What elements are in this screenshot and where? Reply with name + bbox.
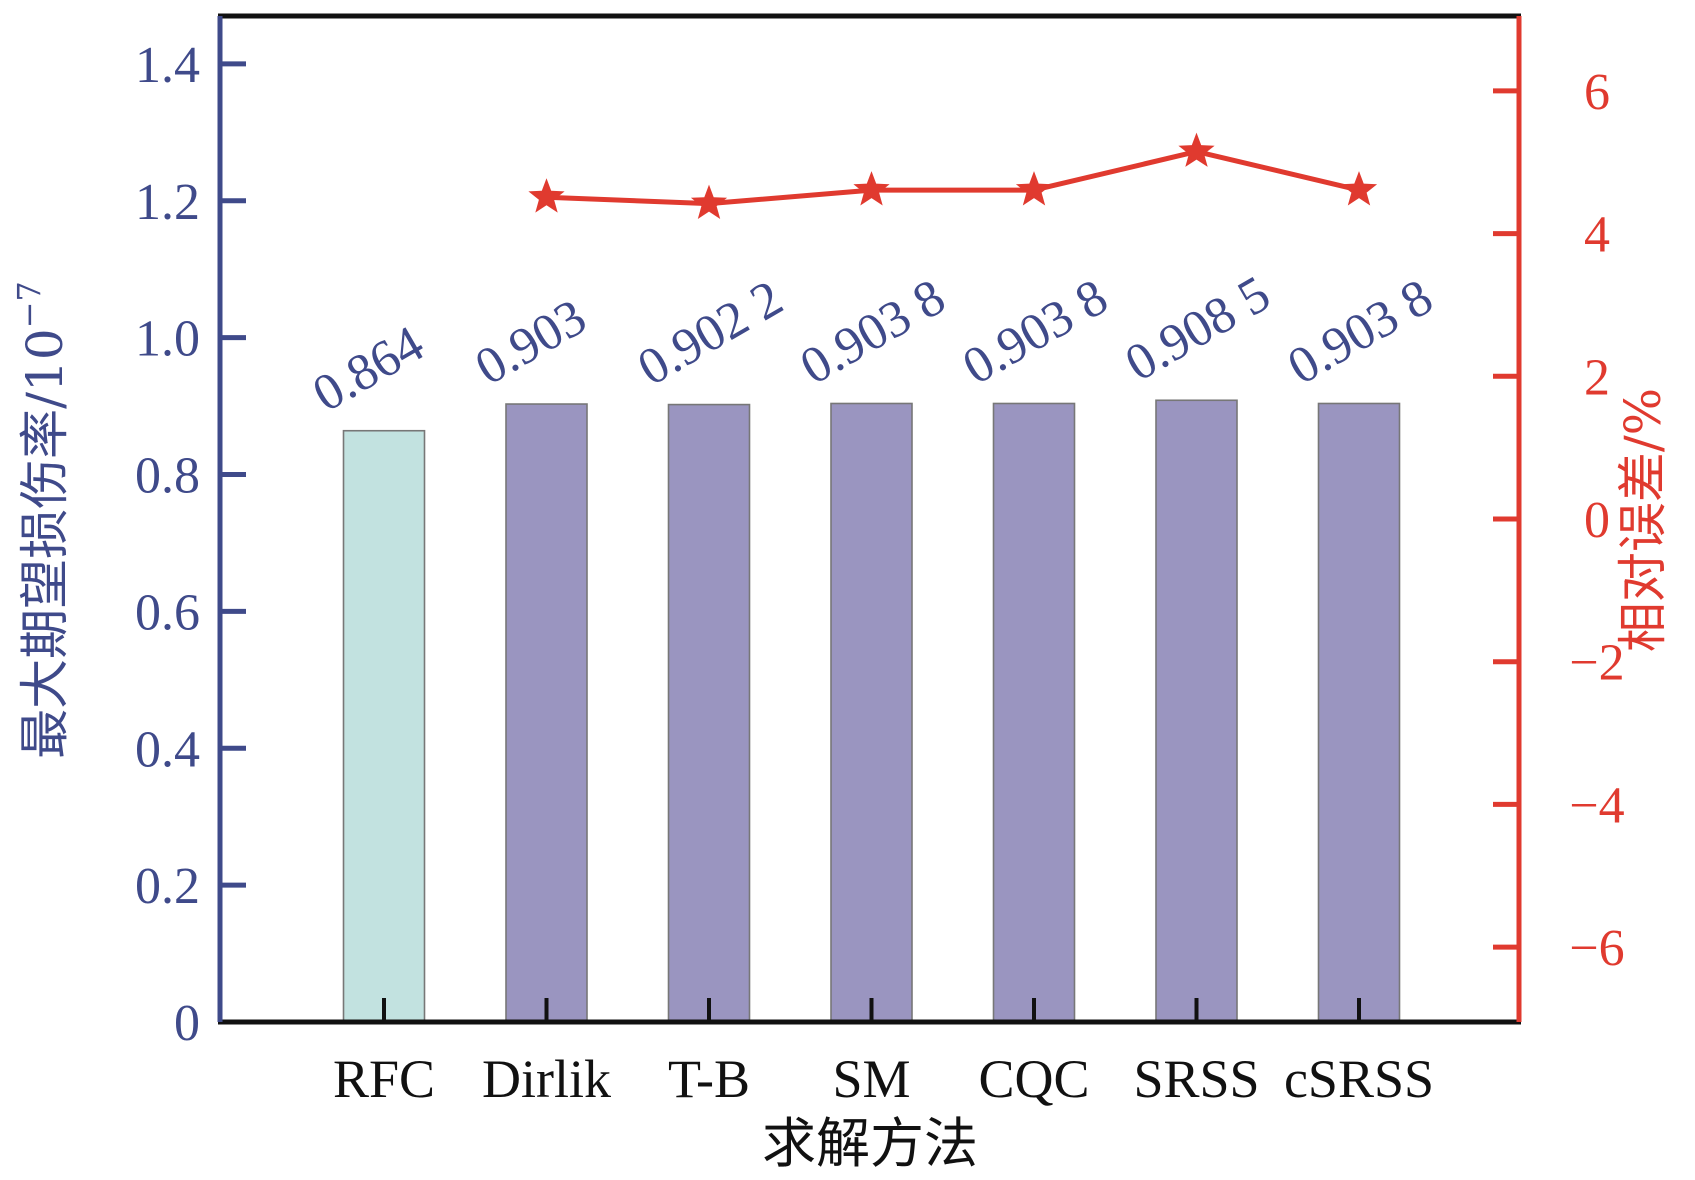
y-right-tick-label: 4 xyxy=(1584,207,1610,264)
data-label-t-b: 0.902 2 xyxy=(629,270,793,397)
x-tick-label-csrss: cSRSS xyxy=(1284,1049,1434,1109)
star-marker-t-b xyxy=(690,184,728,219)
y-right-tick-label: 0 xyxy=(1584,492,1610,549)
y-left-tick-label: 1.0 xyxy=(135,311,200,368)
relative-error-layer xyxy=(528,132,1378,219)
star-marker-dirlik xyxy=(528,178,565,213)
data-label-sm: 0.903 8 xyxy=(791,269,955,396)
data-label-csrss: 0.903 8 xyxy=(1279,269,1443,396)
y-right-tick-label: −2 xyxy=(1569,635,1624,692)
bar-dirlik xyxy=(505,403,588,1023)
y-right-tick-label: 6 xyxy=(1584,64,1610,121)
y-right-tick-label: 2 xyxy=(1584,349,1610,406)
bar-csrss xyxy=(1317,402,1401,1023)
bar-sm xyxy=(830,402,913,1023)
bar-srss xyxy=(1155,399,1238,1023)
y-left-tick-label: 1.2 xyxy=(135,174,200,231)
y-left-tick-label: 0.6 xyxy=(135,584,200,641)
y-left-tick-label: 0.8 xyxy=(135,448,200,505)
star-marker-srss xyxy=(1178,132,1215,167)
y-axis-left-title-text: 最大期望损伤率/10 xyxy=(16,328,74,758)
data-label-cqc: 0.903 8 xyxy=(954,269,1118,396)
x-tick-label-rfc: RFC xyxy=(333,1049,435,1109)
bar-rfc xyxy=(342,429,426,1023)
y-axis-right-title: 相对误差/% xyxy=(1614,388,1672,652)
ticks-layer: 0 0.2 0.4 0.6 0.8 1.0 1.2 1.4 −6 −4 −2 0 2 4 6 RFC Dirli… xyxy=(135,37,1625,1109)
axes-layer xyxy=(217,13,1522,1025)
data-labels-layer: 0.864 0.903 0.902 20.903 80.903 80.908 50.… xyxy=(304,265,1443,423)
bars-layer xyxy=(342,399,1401,1023)
y-left-tick-label: 1.4 xyxy=(135,37,200,94)
y-right-tick-label: −6 xyxy=(1569,920,1624,977)
y-axis-left-title-exponent: −7 xyxy=(10,281,48,328)
x-tick-label-sm: SM xyxy=(832,1049,910,1109)
y-left-tick-label: 0.4 xyxy=(135,721,200,778)
y-left-tick-label: 0.2 xyxy=(135,858,200,915)
y-right-tick-label: −4 xyxy=(1569,777,1624,834)
x-axis-title: 求解方法 xyxy=(762,1112,978,1175)
star-marker-csrss xyxy=(1340,171,1378,206)
bar-cqc xyxy=(992,402,1076,1023)
data-label-rfc: 0.864 xyxy=(304,315,434,423)
data-label-srss: 0.908 5 xyxy=(1116,265,1280,392)
x-tick-label-dirlik: Dirlik xyxy=(482,1049,611,1109)
y-axis-left-title: 最大期望损伤率/10−7 xyxy=(10,281,74,759)
star-marker-sm xyxy=(853,171,890,206)
x-tick-label-t-b: T-B xyxy=(668,1049,750,1109)
bar-t-b xyxy=(667,403,751,1023)
x-tick-label-cqc: CQC xyxy=(978,1049,1089,1109)
relative-error-line xyxy=(546,149,1360,207)
data-label-dirlik: 0.903 xyxy=(466,289,596,397)
x-tick-label-srss: SRSS xyxy=(1133,1049,1259,1109)
star-marker-cqc xyxy=(1015,171,1053,206)
y-left-tick-label: 0 xyxy=(174,995,200,1052)
